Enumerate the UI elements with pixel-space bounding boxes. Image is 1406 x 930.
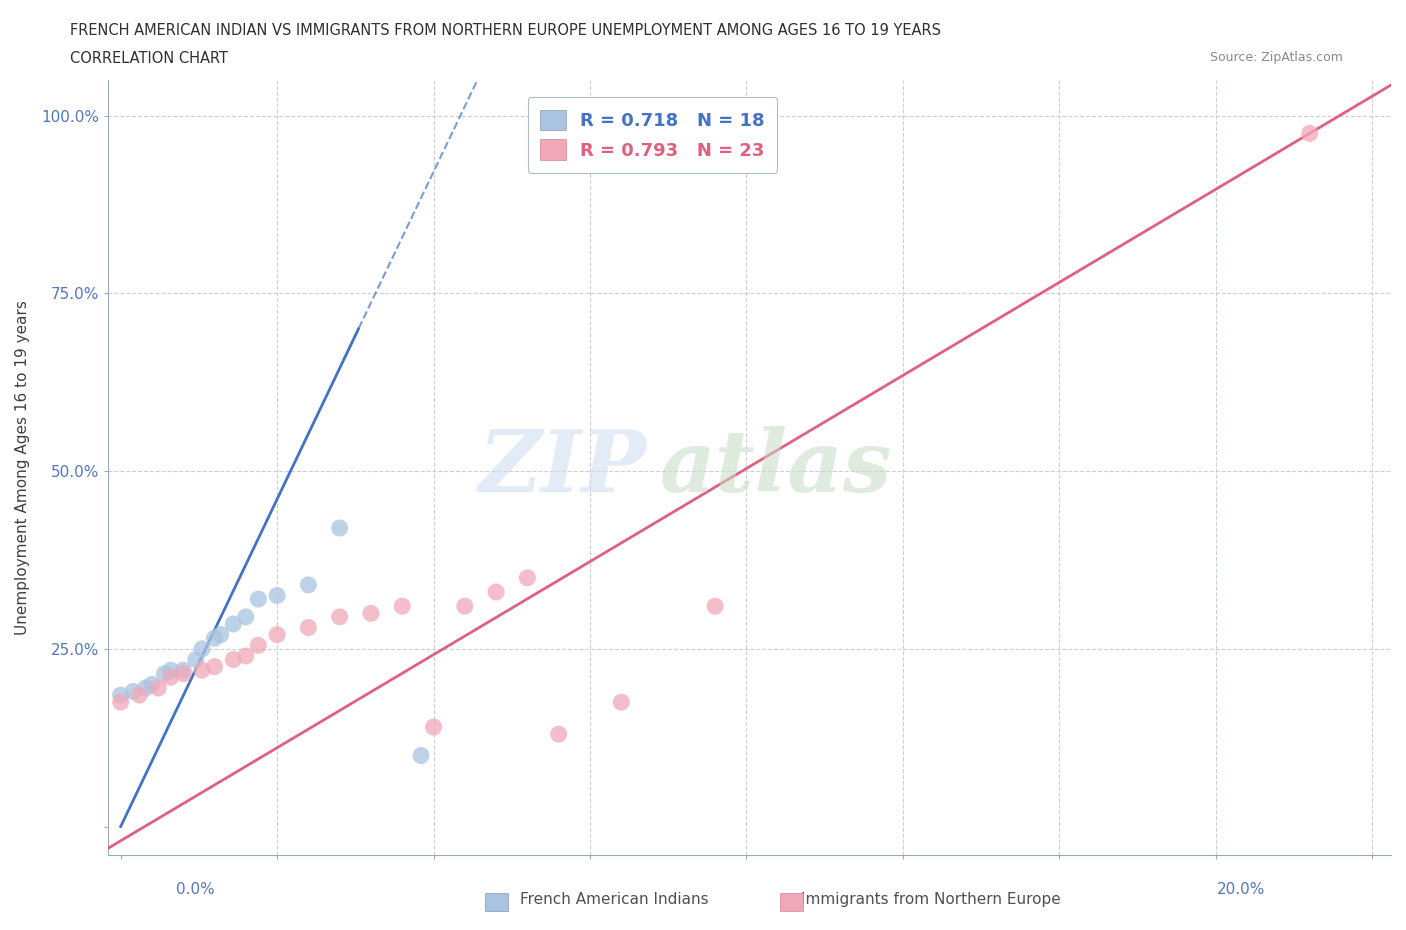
Point bbox=[204, 659, 226, 674]
Point bbox=[191, 663, 214, 678]
Point bbox=[191, 642, 214, 657]
Point bbox=[172, 666, 194, 681]
Point bbox=[110, 695, 132, 710]
Point bbox=[222, 652, 245, 667]
Text: ZIP: ZIP bbox=[479, 426, 647, 510]
Point bbox=[1298, 126, 1320, 140]
Text: Source: ZipAtlas.com: Source: ZipAtlas.com bbox=[1209, 51, 1343, 64]
Text: French American Indians: French American Indians bbox=[520, 892, 709, 907]
Point bbox=[409, 748, 432, 763]
Point bbox=[454, 599, 477, 614]
Point bbox=[141, 677, 163, 692]
Point bbox=[235, 609, 257, 624]
Point bbox=[485, 585, 508, 600]
Point bbox=[209, 627, 232, 642]
Point bbox=[204, 631, 226, 645]
Point bbox=[266, 627, 288, 642]
Point bbox=[235, 648, 257, 663]
Point bbox=[329, 521, 352, 536]
Point bbox=[153, 666, 176, 681]
Point bbox=[266, 588, 288, 603]
Point bbox=[329, 609, 352, 624]
Text: CORRELATION CHART: CORRELATION CHART bbox=[70, 51, 228, 66]
Text: Immigrants from Northern Europe: Immigrants from Northern Europe bbox=[801, 892, 1062, 907]
Point bbox=[297, 578, 319, 592]
Point bbox=[159, 663, 181, 678]
Point bbox=[247, 591, 270, 606]
Y-axis label: Unemployment Among Ages 16 to 19 years: Unemployment Among Ages 16 to 19 years bbox=[15, 300, 30, 635]
Text: FRENCH AMERICAN INDIAN VS IMMIGRANTS FROM NORTHERN EUROPE UNEMPLOYMENT AMONG AGE: FRENCH AMERICAN INDIAN VS IMMIGRANTS FRO… bbox=[70, 23, 941, 38]
Text: 0.0%: 0.0% bbox=[176, 883, 215, 897]
Point bbox=[135, 681, 157, 696]
Point bbox=[184, 652, 207, 667]
Point bbox=[128, 687, 150, 702]
Point bbox=[547, 726, 569, 741]
Text: 20.0%: 20.0% bbox=[1218, 883, 1265, 897]
Point bbox=[110, 687, 132, 702]
Point bbox=[297, 620, 319, 635]
Legend: R = 0.718   N = 18, R = 0.793   N = 23: R = 0.718 N = 18, R = 0.793 N = 23 bbox=[527, 97, 778, 173]
Point bbox=[360, 605, 382, 620]
Point bbox=[516, 570, 538, 585]
Text: atlas: atlas bbox=[659, 426, 893, 510]
Point bbox=[422, 720, 444, 735]
Point bbox=[148, 681, 170, 696]
Point bbox=[122, 684, 145, 699]
Point bbox=[159, 670, 181, 684]
Point bbox=[222, 617, 245, 631]
Point bbox=[610, 695, 633, 710]
Point bbox=[172, 663, 194, 678]
Point bbox=[391, 599, 413, 614]
Point bbox=[704, 599, 727, 614]
Point bbox=[247, 638, 270, 653]
